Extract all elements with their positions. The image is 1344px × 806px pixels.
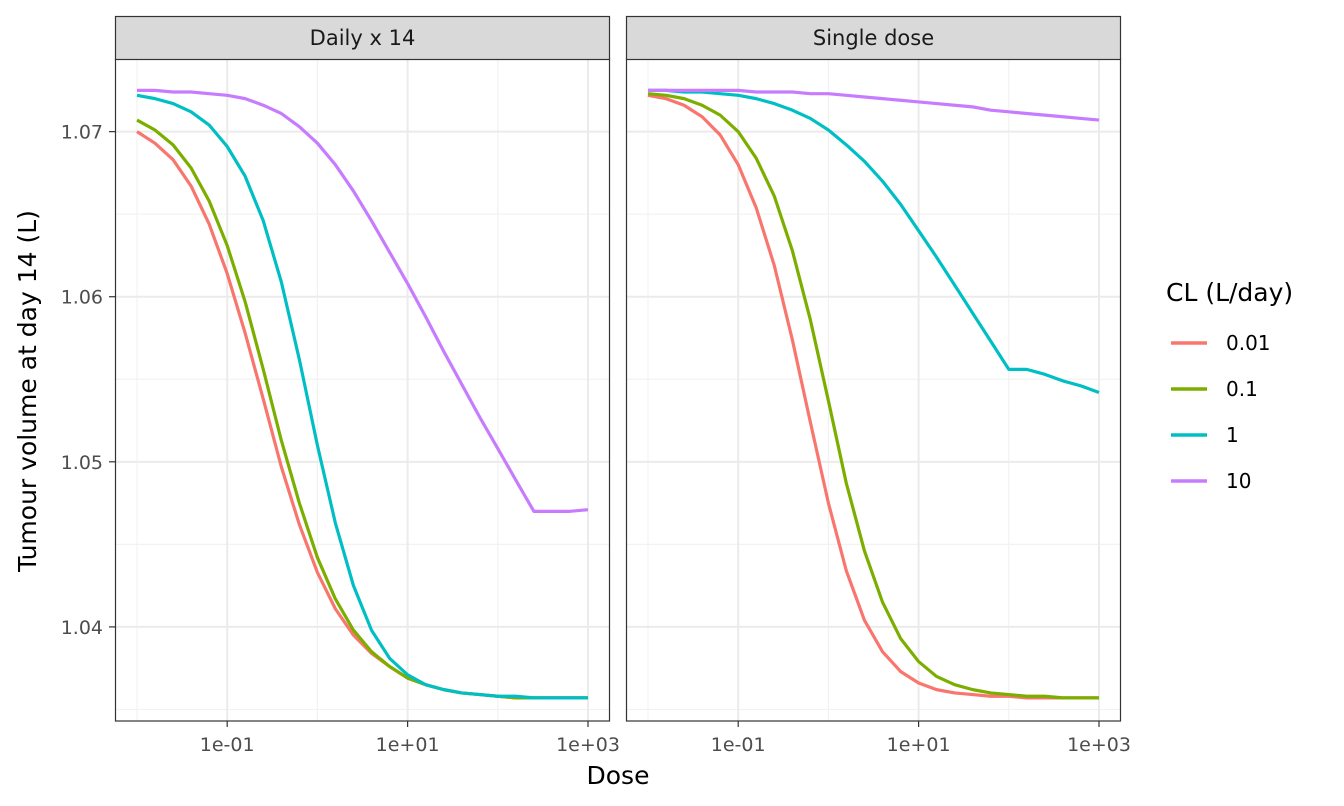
grid-lines <box>626 59 1121 721</box>
legend-entry: 1 <box>1171 423 1239 447</box>
x-tick-label: 1e-01 <box>711 734 766 756</box>
chart-legend: CL (L/day) 0.01 0.1 1 10 <box>1166 278 1293 493</box>
panel-background <box>626 59 1121 721</box>
legend-entry: 10 <box>1171 469 1251 493</box>
y-axis-title: Tumour volume at day 14 (L) <box>13 210 42 573</box>
series-line-10 <box>137 88 589 513</box>
chart-panels: Daily x 14 1e-01 1e+01 1e+03 1.04 1.05 1.06 1.0… <box>61 15 1131 756</box>
facet-strip-label: Single dose <box>813 26 934 50</box>
series-lines <box>647 88 1100 700</box>
facet-panel: Daily x 14 1e-01 1e+01 1e+03 1.04 1.05 1.06 1.0… <box>61 15 620 756</box>
legend-label: 1 <box>1226 423 1239 447</box>
legend-entry: 0.1 <box>1171 377 1258 401</box>
legend-label: 0.1 <box>1226 377 1258 401</box>
series-line-0.01 <box>647 93 1099 700</box>
series-lines <box>136 88 589 700</box>
y-tick-label: 1.06 <box>61 287 103 309</box>
legend-entry: 0.01 <box>1171 331 1271 355</box>
x-tick-label: 1e-01 <box>200 734 255 756</box>
x-axis-title: Dose <box>587 761 650 790</box>
x-tick-label: 1e+03 <box>556 734 620 756</box>
legend-title: CL (L/day) <box>1166 278 1293 307</box>
x-tick-label: 1e+03 <box>1067 734 1131 756</box>
x-tick-label: 1e+01 <box>376 734 440 756</box>
facet-strip-label: Daily x 14 <box>310 26 416 50</box>
y-tick-label: 1.07 <box>61 122 103 144</box>
series-line-1 <box>136 93 588 700</box>
facet-panel: Single dose 1e-01 1e+01 1e+03 <box>625 15 1131 756</box>
series-line-1 <box>648 88 1100 394</box>
panel-background <box>115 59 610 721</box>
x-tick-label: 1e+01 <box>887 734 951 756</box>
facet-strip <box>625 15 1122 61</box>
legend-label: 0.01 <box>1226 331 1271 355</box>
grid-lines <box>115 59 610 721</box>
series-line-0.1 <box>647 92 1099 700</box>
facet-strip <box>114 15 611 61</box>
series-line-10 <box>648 88 1100 122</box>
y-tick-label: 1.04 <box>61 617 103 639</box>
legend-label: 10 <box>1226 469 1251 493</box>
y-tick-label: 1.05 <box>61 452 103 474</box>
